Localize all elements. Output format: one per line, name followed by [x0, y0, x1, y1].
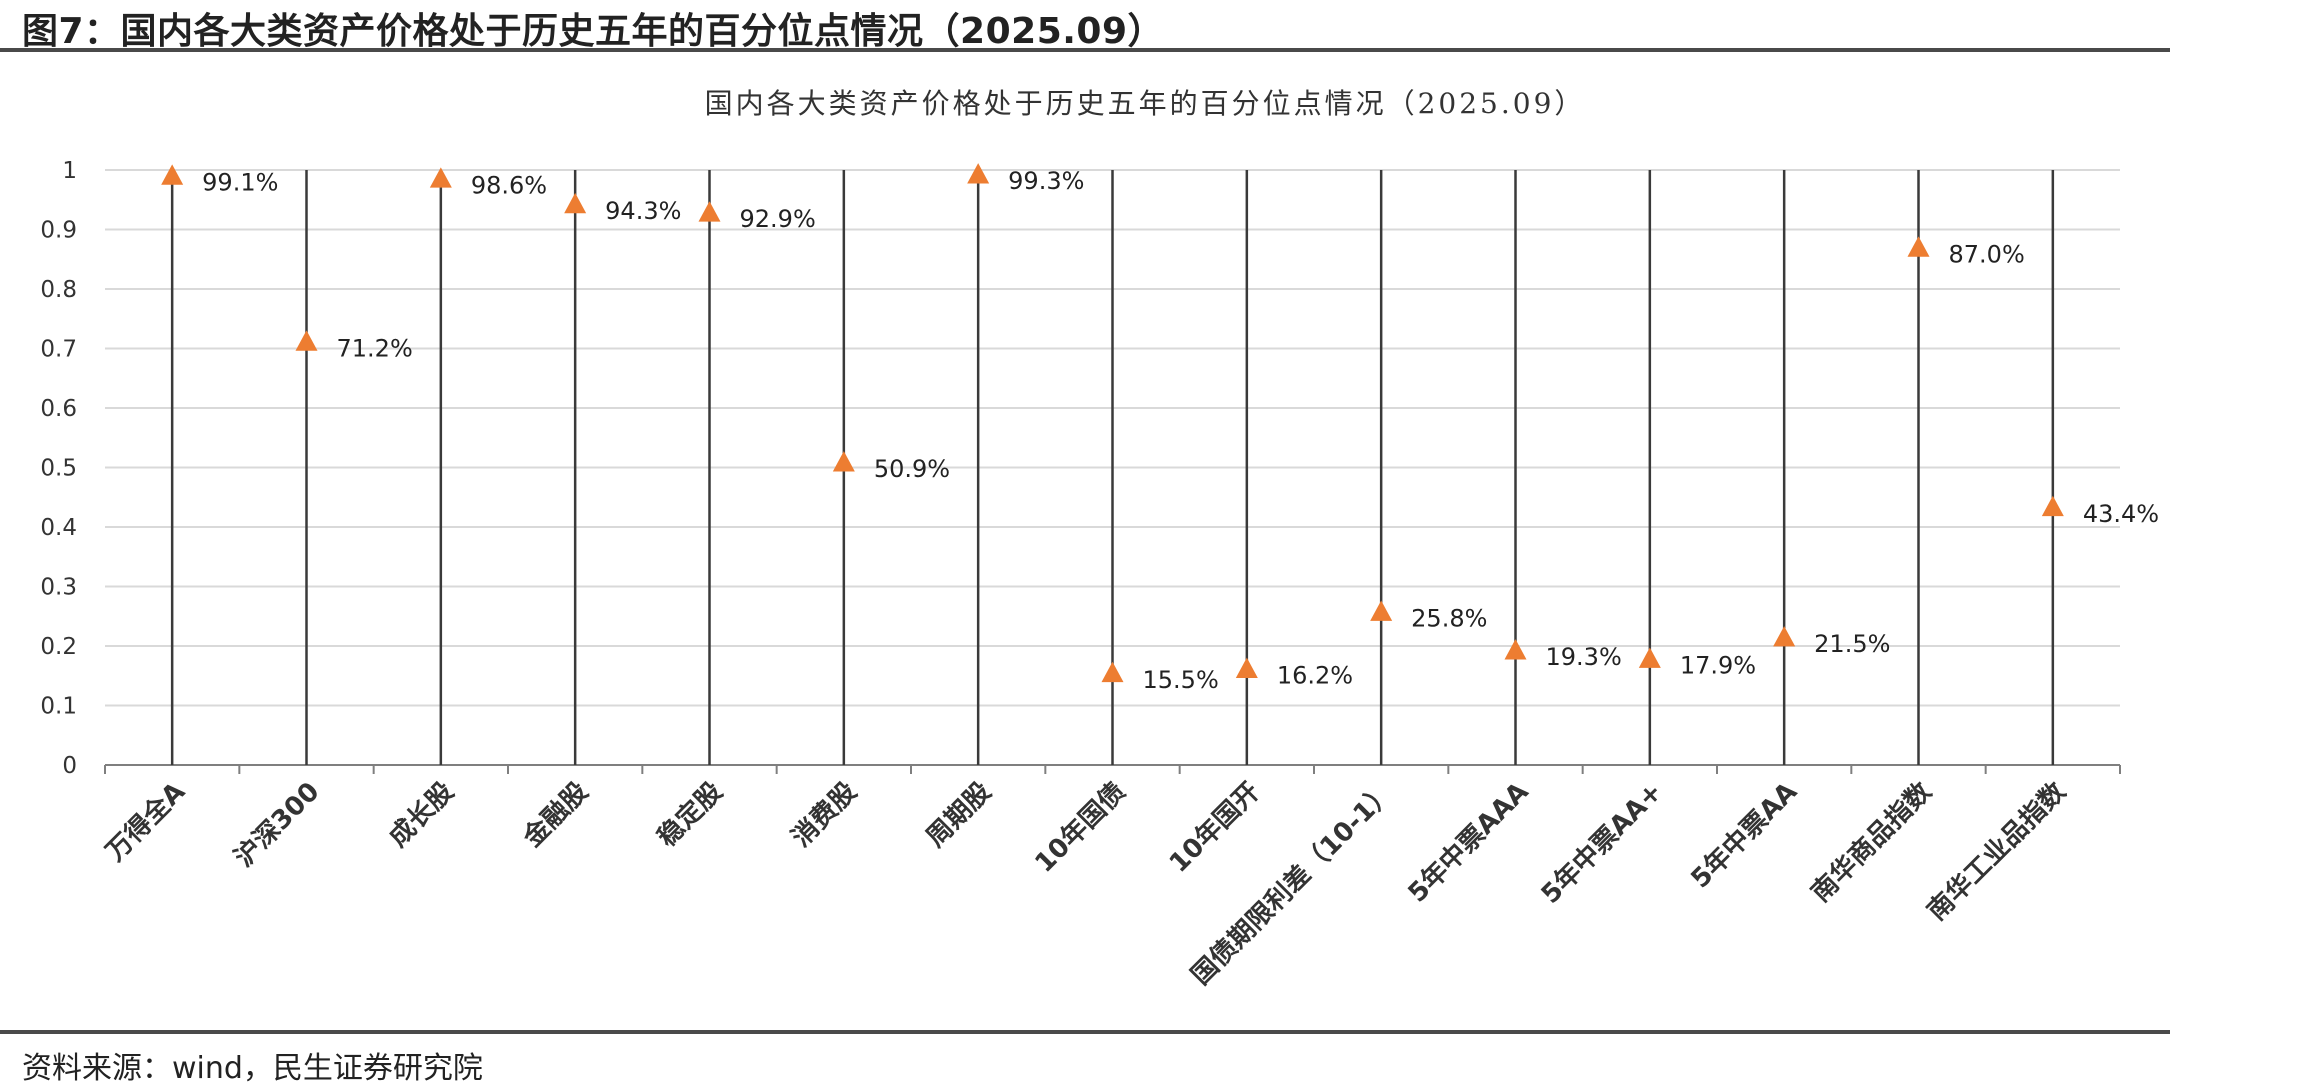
- y-tick-label: 0.9: [40, 218, 77, 244]
- x-category-label: 消费股: [786, 777, 862, 853]
- figure-header: 图7：国内各大类资产价格处于历史五年的百分位点情况（2025.09）: [22, 0, 2172, 52]
- y-tick-label: 0.3: [40, 575, 77, 601]
- x-category-label: 金融股: [516, 776, 594, 854]
- figure-title: 图7：国内各大类资产价格处于历史五年的百分位点情况（2025.09）: [22, 11, 1165, 52]
- data-point-marker: [564, 192, 587, 214]
- source-note: 资料来源：wind，民生证券研究院: [22, 1051, 483, 1086]
- data-label: 71.2%: [337, 334, 413, 362]
- chart: 国内各大类资产价格处于历史五年的百分位点情况（2025.09） 00.10.20…: [40, 87, 2159, 991]
- y-tick-label: 1: [62, 158, 77, 184]
- data-point-marker: [1235, 657, 1258, 678]
- data-label: 21.5%: [1814, 630, 1890, 658]
- data-label: 87.0%: [1949, 240, 2025, 268]
- x-category-label: 南华商品指数: [1805, 775, 1938, 908]
- data-label: 50.9%: [874, 455, 950, 483]
- x-category-label: 成长股: [383, 777, 459, 853]
- x-category-label: 周期股: [921, 777, 997, 853]
- data-point-marker: [161, 164, 184, 185]
- data-label: 99.3%: [1008, 167, 1084, 195]
- x-axis: 万得全A 沪深300 成长股 金融股 稳定股 消费股 周期股 10年国债 10年国开国债期限利差…: [100, 764, 2121, 991]
- x-category-label: 10年国开: [1163, 776, 1266, 879]
- data-label: 16.2%: [1277, 662, 1353, 690]
- data-label: 25.8%: [1411, 604, 1487, 632]
- y-tick-label: 0.2: [40, 634, 77, 660]
- x-category-label: 5年中票AAA: [1402, 776, 1535, 909]
- x-category-label: 稳定股: [651, 776, 728, 853]
- data-labels: 99.1% 71.2% 98.6% 94.3% 92.9% 50.9% 99.3% 15.5%…: [202, 167, 2159, 694]
- data-point-marker: [295, 330, 318, 351]
- data-label: 98.6%: [471, 171, 547, 199]
- data-point-marker: [1370, 600, 1393, 621]
- data-label: 15.5%: [1143, 666, 1219, 694]
- y-tick-label: 0.1: [40, 694, 77, 720]
- x-category-label: 南华工业品指数: [1921, 775, 2072, 926]
- y-tick-label: 0.6: [40, 396, 77, 422]
- data-point-marker: [1101, 661, 1124, 683]
- data-point-marker: [1907, 236, 1930, 257]
- x-category-label: 万得全A: [100, 776, 191, 867]
- x-category-label: 10年国债: [1029, 776, 1132, 879]
- chart-title: 国内各大类资产价格处于历史五年的百分位点情况（2025.09）: [705, 87, 1586, 120]
- y-tick-label: 0: [62, 753, 77, 779]
- data-label: 99.1%: [202, 168, 278, 196]
- data-point-marker: [1504, 639, 1527, 660]
- x-category-label: 沪深300: [229, 777, 325, 873]
- x-category-label: 5年中票AA: [1685, 776, 1803, 894]
- y-tick-label: 0.5: [40, 456, 77, 482]
- data-point-marker: [967, 163, 990, 184]
- footer-rule: [0, 1030, 2170, 1034]
- y-axis: 0 0.1 0.2 0.3 0.4 0.5 0.6 0.7 0.8 0.9 1: [40, 158, 77, 779]
- data-point-marker: [1638, 647, 1661, 668]
- data-label: 94.3%: [605, 197, 681, 225]
- y-tick-label: 0.4: [40, 515, 77, 541]
- data-point-marker: [2041, 495, 2064, 517]
- header-rule: [0, 48, 2170, 52]
- data-point-marker: [1773, 626, 1796, 647]
- x-category-label: 5年中票AA+: [1535, 776, 1669, 910]
- data-label: 19.3%: [1546, 643, 1622, 671]
- data-label: 92.9%: [740, 205, 816, 233]
- markers: [161, 163, 2064, 683]
- data-label: 43.4%: [2083, 500, 2159, 528]
- data-label: 17.9%: [1680, 651, 1756, 679]
- y-tick-label: 0.7: [40, 337, 77, 363]
- data-point-marker: [832, 451, 855, 472]
- data-point-marker: [698, 201, 721, 222]
- y-tick-label: 0.8: [40, 277, 77, 303]
- data-point-marker: [429, 167, 452, 188]
